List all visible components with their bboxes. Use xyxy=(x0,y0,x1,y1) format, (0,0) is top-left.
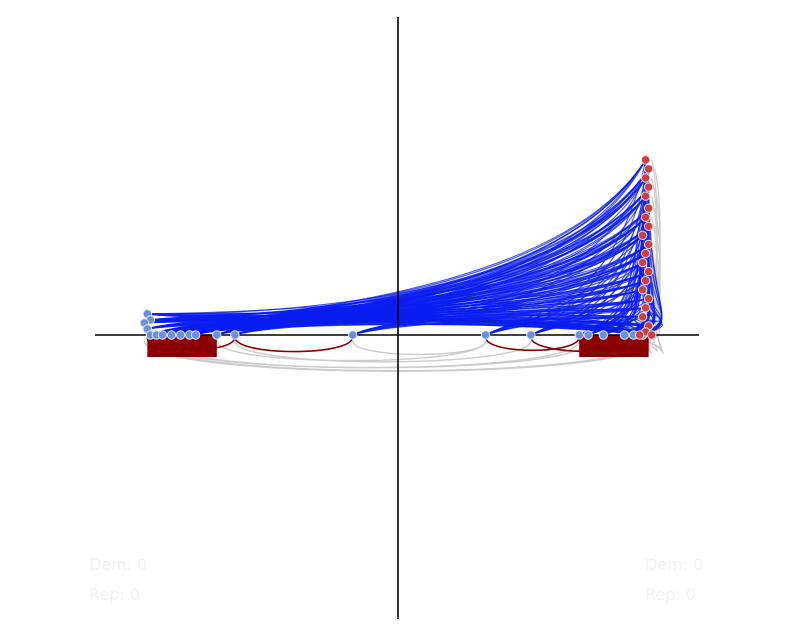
blue-arc xyxy=(530,298,650,336)
blue-arc xyxy=(195,307,646,336)
dem-point xyxy=(574,330,584,340)
blue-arc xyxy=(234,289,643,336)
rep-point xyxy=(640,275,651,286)
dem-point xyxy=(157,330,168,340)
rep-point xyxy=(637,230,648,241)
rep-point xyxy=(643,294,654,304)
dem-point xyxy=(348,330,358,340)
rep-point xyxy=(637,257,648,268)
gray-arc xyxy=(352,340,487,356)
blue-arc xyxy=(216,314,643,336)
right-dem-label: Dem: xyxy=(645,555,689,574)
dem-point xyxy=(526,330,536,340)
rep-point xyxy=(646,330,657,340)
left-rep-count: Rep: 0 xyxy=(89,585,140,604)
rep-point xyxy=(640,173,651,183)
rep-point xyxy=(640,303,651,313)
rep-point xyxy=(637,312,648,322)
left-dem-value: 0 xyxy=(137,555,148,574)
rep-point xyxy=(640,212,651,222)
dem-point xyxy=(230,330,240,340)
dem-point xyxy=(212,330,222,340)
red-edge-block-right xyxy=(579,335,649,357)
dem-point xyxy=(190,330,201,340)
dem-point xyxy=(480,330,491,340)
dem-point xyxy=(175,330,186,340)
right-rep-label: Rep: xyxy=(645,585,681,604)
red-arc xyxy=(234,336,354,353)
rep-point xyxy=(637,285,648,295)
red-edge-block-left xyxy=(147,335,217,357)
right-dem-count: Dem: 0 xyxy=(645,555,703,574)
right-dem-value: 0 xyxy=(693,555,704,574)
left-rep-value: 0 xyxy=(129,585,140,604)
left-rep-label: Rep: xyxy=(89,585,125,604)
dem-point xyxy=(166,330,177,340)
rep-point xyxy=(640,191,651,201)
rep-point xyxy=(643,182,654,192)
red-arc-layer xyxy=(146,335,649,357)
rep-point xyxy=(640,155,651,165)
dem-point xyxy=(583,330,593,340)
left-dem-label: Dem: xyxy=(89,555,133,574)
blue-arc xyxy=(352,316,643,336)
red-arc xyxy=(484,336,580,352)
right-rep-count: Rep: 0 xyxy=(645,585,696,604)
left-dem-count: Dem: 0 xyxy=(89,555,147,574)
rep-point xyxy=(634,330,645,340)
rep-point xyxy=(643,164,654,174)
rep-point xyxy=(643,266,654,277)
rep-point xyxy=(643,221,654,231)
gray-arc xyxy=(216,340,487,362)
dem-point xyxy=(598,330,609,340)
dem-point xyxy=(619,330,630,340)
blue-arc-layer xyxy=(144,159,664,336)
rep-point xyxy=(643,239,654,250)
rep-point xyxy=(643,203,654,213)
gray-arc xyxy=(234,340,532,363)
right-rep-value: 0 xyxy=(685,585,696,604)
rep-point xyxy=(640,248,651,259)
rep-point-layer xyxy=(634,155,657,340)
